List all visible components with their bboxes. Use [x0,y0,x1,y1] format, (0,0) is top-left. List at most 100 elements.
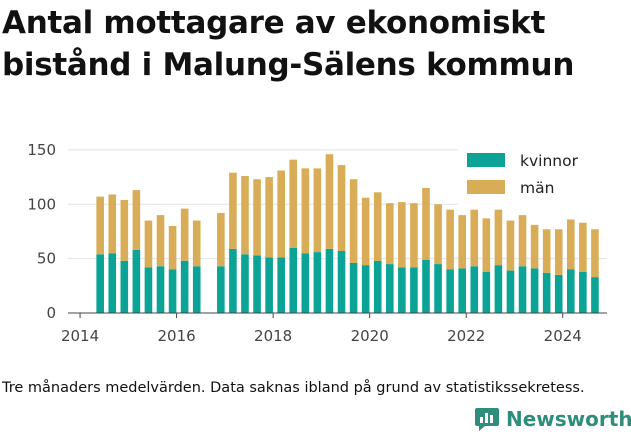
bar-man [530,224,539,269]
legend-swatch [467,180,505,194]
bar-kvinnor [410,267,418,313]
bar-man [554,229,563,275]
bar-man [458,215,466,269]
bar-man [349,179,358,263]
bar-kvinnor [253,255,261,313]
bar-man [494,209,503,266]
bar-man [373,192,382,261]
chart-title: Antal mottagare av ekonomiskt bistånd i … [2,5,575,83]
bar-man [120,199,129,261]
bar-kvinnor [482,271,491,313]
bar-man [241,175,249,255]
axes: 0 50 100 150 2014 2016 2018 2020 2022 2024 [27,141,607,345]
bar-kvinnor [180,260,189,313]
bar-kvinnor [289,247,298,313]
bar-man [301,168,310,254]
bar-kvinnor [446,269,454,313]
bar-kvinnor [566,269,575,313]
bar-man [410,203,418,268]
bar-kvinnor [530,268,539,313]
y-tick-label: 50 [37,250,56,268]
y-tick-label: 100 [27,195,56,213]
bar-kvinnor [120,260,129,313]
bar-kvinnor [192,266,201,313]
bar-man [591,229,599,278]
bar-kvinnor [398,267,406,313]
bar-man [506,220,515,271]
bar-kvinnor [458,268,466,313]
bar-kvinnor [168,269,177,313]
bar-kvinnor [385,264,394,313]
bar-man [144,220,153,268]
legend-swatch [467,153,505,167]
bar-kvinnor [217,266,225,313]
bar-man [96,196,104,255]
bar-kvinnor [229,248,237,313]
bar-kvinnor [361,265,370,313]
bar-kvinnor [422,259,430,313]
bar-kvinnor [337,251,346,313]
bar-kvinnor [108,253,117,313]
bar-kvinnor [96,254,104,313]
bars [96,154,599,313]
bar-man [168,226,177,270]
y-tick-label: 0 [46,304,56,322]
bar-man [229,172,237,249]
y-tick-label: 150 [27,141,56,159]
legend-label: kvinnor [520,152,579,170]
bar-man [192,220,201,267]
bar-kvinnor [144,267,153,313]
bar-man [446,209,454,270]
bar-kvinnor [349,262,358,313]
bar-kvinnor [132,249,141,313]
bar-kvinnor [591,277,599,313]
newsworthy-logo-icon [475,408,499,431]
bar-kvinnor [506,270,515,313]
bar-kvinnor [325,248,334,313]
bar-kvinnor [494,265,503,313]
bar-kvinnor [518,266,527,313]
bar-man [337,165,346,252]
x-tick-label: 2024 [544,327,582,345]
bar-man [325,154,334,249]
footnote: Tre månaders medelvärden. Data saknas ib… [2,380,585,396]
bar-man [180,208,189,261]
brand-logo[interactable]: Newsworthy [474,406,631,432]
bar-kvinnor [313,252,322,313]
bar-man [579,222,587,272]
bar-kvinnor [301,253,310,313]
bar-kvinnor [241,254,249,313]
bar-man [277,170,285,258]
bar-man [361,197,370,266]
bar-kvinnor [373,260,382,313]
bar-kvinnor [265,257,273,313]
bar-man [542,229,551,273]
bar-man [566,219,575,270]
x-tick-label: 2014 [61,327,99,345]
legend: kvinnor män [458,145,608,207]
bar-man [289,159,298,248]
x-tick-label: 2020 [351,327,389,345]
x-tick-label: 2018 [254,327,292,345]
bar-kvinnor [156,266,165,313]
bar-man [385,203,394,265]
bar-man [108,194,117,254]
bar-kvinnor [554,274,563,313]
stacked-bar-chart: 0 50 100 150 2014 2016 2018 2020 2022 2024 kvinno… [27,141,608,345]
bar-kvinnor [542,272,551,313]
bar-man [156,215,165,267]
legend-label: män [520,179,554,197]
bar-man [265,177,273,258]
bar-man [217,212,225,267]
bar-man [482,218,491,272]
bar-man [313,168,322,253]
bar-kvinnor [470,266,479,313]
bar-man [518,215,527,267]
bar-man [470,209,479,267]
bar-man [422,187,430,260]
brand-name: Newsworthy [506,407,631,431]
bar-kvinnor [277,257,285,313]
bar-man [132,190,141,250]
bar-man [434,204,442,265]
x-tick-label: 2016 [158,327,196,345]
